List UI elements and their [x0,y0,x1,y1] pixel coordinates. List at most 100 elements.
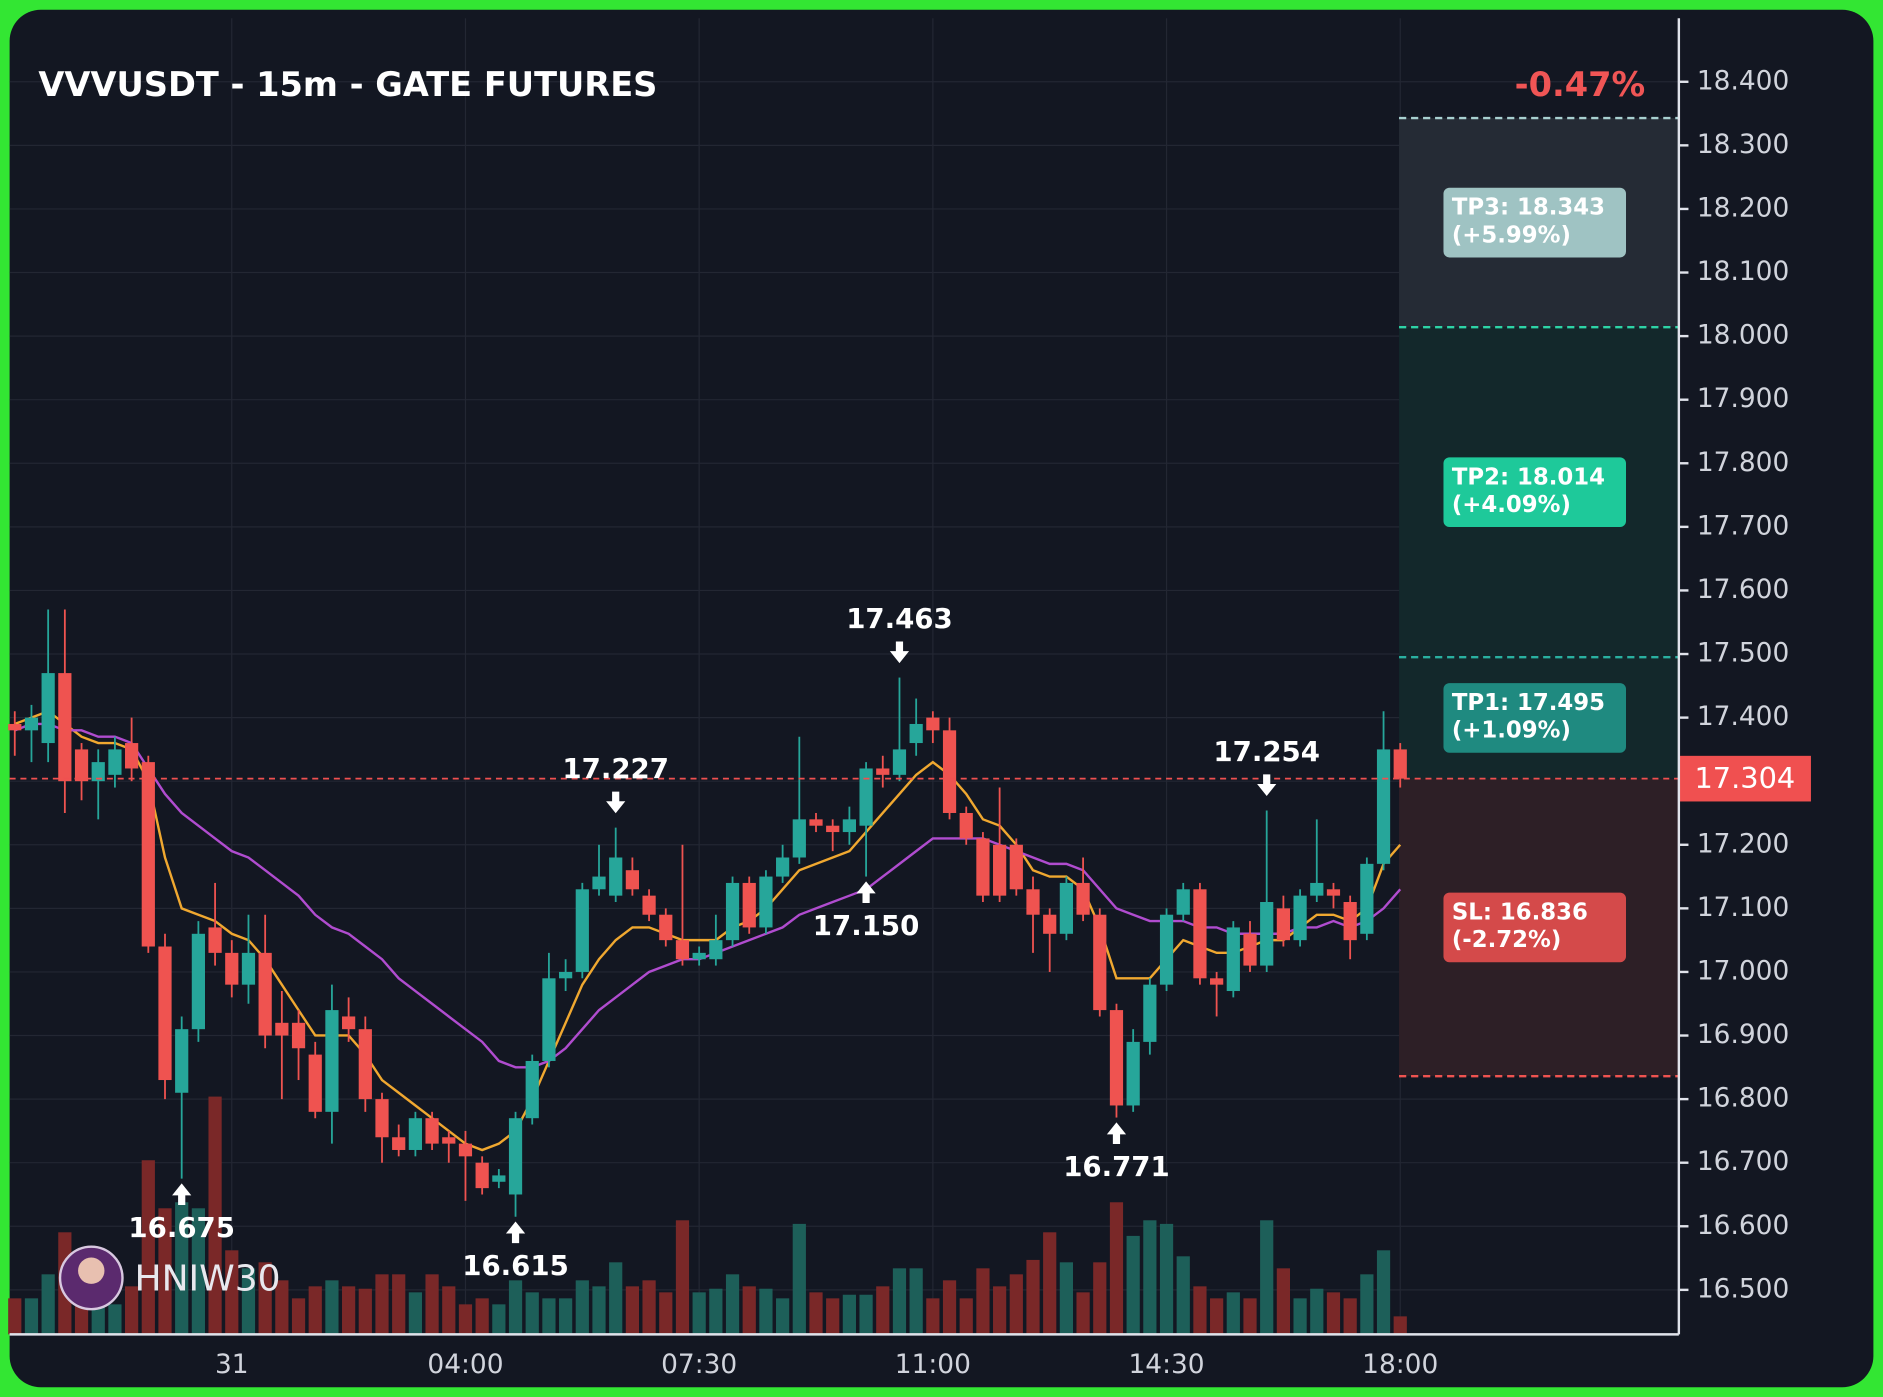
candle-body [976,838,990,896]
y-tick-label: 18.400 [1697,65,1789,96]
candle-body [742,882,756,928]
annotation-label: 16.675 [128,1211,235,1244]
level-box [1443,683,1627,753]
candle-body [942,730,957,813]
volume-bar [993,1286,1007,1335]
annotation-label: 16.771 [1063,1150,1170,1183]
volume-bar [458,1304,473,1335]
volume-bar [1026,1259,1040,1335]
candle-body [1360,863,1374,934]
candles [8,609,1407,1217]
price-box [1678,755,1811,802]
candle-body [892,749,907,775]
level-pct: (+5.99%) [1452,222,1571,248]
candle-body [759,876,773,928]
level-label: TP1: 17.495 [1452,690,1605,716]
volume-bar [508,1280,523,1335]
candle-body [559,971,573,979]
candle-body [842,819,856,833]
candle-body [1026,889,1040,915]
volume-bar [559,1298,573,1335]
level-pct: (-2.72%) [1452,927,1561,953]
level-label: TP3: 18.343 [1452,195,1605,221]
candle-body [1043,914,1057,934]
y-tick-label: 16.600 [1697,1210,1789,1241]
chart-title: VVVUSDT - 15m - GATE FUTURES [38,65,657,104]
volume-bar [1059,1262,1073,1335]
candle-body [1009,844,1023,890]
candle-body [1076,882,1090,915]
candle-body [625,870,639,890]
volume-bar [8,1298,22,1335]
candle-body [1260,902,1274,966]
volume-bar [1143,1220,1157,1335]
volume-bar [1276,1268,1290,1335]
candle-body [1326,889,1341,896]
candle-body [926,717,940,731]
candle-body [1126,1041,1140,1106]
arrow-up [1106,1122,1127,1144]
volume-bar [492,1304,506,1335]
volume-bar [675,1220,690,1335]
candle-body [876,768,890,775]
volume-bar [275,1280,289,1335]
candle-body [291,1022,306,1049]
candle-body [1143,984,1157,1042]
volume-bar [325,1280,339,1335]
candle-body [125,743,139,769]
volume-bar [408,1292,422,1335]
candle-body [659,914,673,941]
volume-bar [1243,1298,1257,1335]
volume-bar [141,1160,155,1335]
candle-body [425,1118,439,1144]
volume-bar [575,1280,589,1335]
level-pct: (+1.09%) [1452,718,1571,744]
volume-bar [976,1268,990,1335]
candle-body [1176,889,1190,915]
candle-body [358,1029,372,1100]
candle-body [74,749,89,782]
volume-bar [1210,1298,1224,1335]
candle-body [1243,933,1257,966]
y-tick-label: 16.700 [1697,1146,1789,1177]
y-tick-label: 18.200 [1697,192,1789,223]
volume-bar [1009,1274,1023,1335]
volume-bar [225,1250,239,1335]
y-tick-label: 17.100 [1697,892,1789,923]
candle-body [1343,902,1357,941]
annotation-label: 17.150 [813,909,920,942]
candle-body [41,673,55,744]
candle-body [1193,889,1207,979]
candle-body [776,857,790,877]
volume-bar [308,1286,322,1335]
candle-body [1276,908,1290,941]
candle-body [525,1060,539,1119]
zones [1399,118,1679,1077]
arrow-up [172,1183,192,1206]
y-tick-label: 17.600 [1697,574,1789,605]
candle-body [709,940,723,960]
candle-body [592,876,606,890]
level-pct: (+4.09%) [1452,492,1571,518]
candle-body [375,1099,389,1138]
volume-bar [175,1202,189,1335]
candle-body [1310,882,1324,896]
volume-bar [108,1304,122,1335]
volume-bar [1159,1223,1174,1335]
volume-bar [208,1096,222,1335]
volume-bar [241,1268,256,1335]
candle-body [1109,1010,1124,1106]
candle-body [58,673,72,782]
volume-bar [1109,1202,1124,1335]
candle-body [308,1054,322,1112]
candle-body [826,825,840,833]
candle-body [1226,927,1240,992]
volume-bar [442,1286,456,1335]
volume-bar [859,1294,873,1335]
volume-bar [892,1268,907,1335]
candle-body [458,1143,473,1157]
candle-body [609,857,623,896]
level-box [1443,892,1627,963]
annotation-label: 16.615 [462,1249,569,1282]
y-tick-label: 17.800 [1697,447,1789,478]
